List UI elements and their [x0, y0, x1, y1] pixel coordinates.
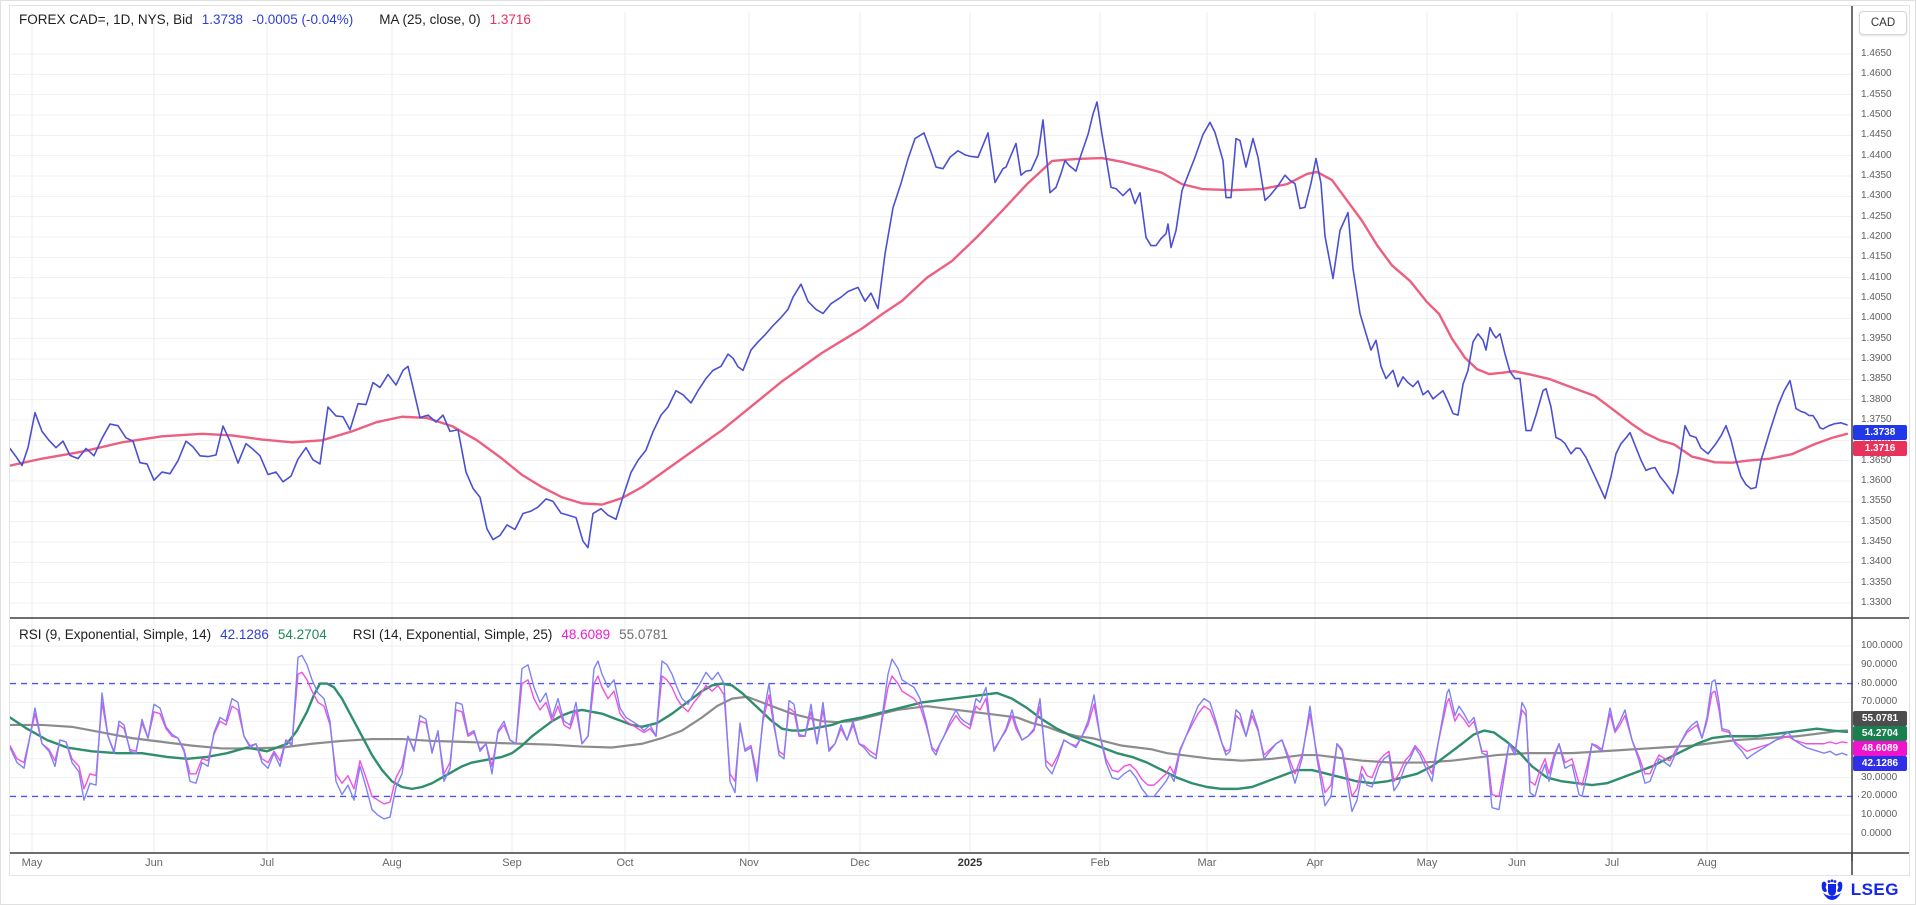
time-tick-label: Aug — [382, 857, 402, 869]
ma-line — [10, 156, 1849, 506]
price-tick-label: 1.3600 — [1861, 475, 1892, 486]
price-tick-label: 1.4650 — [1861, 48, 1892, 59]
rsi14-ma-badge: 55.0781 — [1853, 711, 1907, 726]
rsi9-badge: 42.1286 — [1853, 756, 1907, 771]
rsi-tick-label: 10.0000 — [1861, 809, 1898, 821]
price-tick-label: 1.3750 — [1861, 414, 1892, 425]
price-tick-label: 1.3950 — [1861, 332, 1892, 344]
rsi9-line — [10, 654, 1848, 820]
price-tick-label: 1.3450 — [1861, 536, 1892, 547]
price-tick-label: 1.4100 — [1861, 271, 1892, 283]
rsi-legend[interactable]: RSI (9, Exponential, Simple, 14) 42.1286… — [19, 627, 668, 642]
time-tick-label: Jun — [145, 857, 163, 869]
price-tick-label: 1.4050 — [1861, 292, 1892, 303]
time-tick-label: May — [21, 857, 43, 869]
time-tick-label: May — [1416, 857, 1438, 869]
rsi-tick-label: 70.0000 — [1861, 696, 1898, 708]
time-tick-label: Nov — [739, 857, 759, 869]
time-tick-label: Dec — [850, 857, 870, 869]
price-tick-label: 1.3500 — [1861, 515, 1892, 527]
rsi14-ma-line — [10, 695, 1849, 764]
ma-value: 1.3716 — [489, 12, 531, 27]
price-tick-label: 1.4400 — [1861, 149, 1892, 161]
rsi9-indicator-label: RSI (9, Exponential, Simple, 14) — [19, 627, 212, 642]
rsi14-value: 48.6089 — [561, 627, 611, 642]
price-legend[interactable]: FOREX CAD=, 1D, NYS, Bid 1.3738 -0.0005 … — [19, 12, 531, 27]
price-tick-label: 1.4450 — [1861, 129, 1892, 141]
time-tick-label: Feb — [1090, 857, 1110, 869]
price-tick-label: 1.3650 — [1861, 454, 1892, 466]
price-tick-label: 1.3850 — [1861, 373, 1892, 385]
rsi14-ma-value: 55.0781 — [619, 627, 668, 642]
price-tick-label: 1.4500 — [1861, 109, 1892, 120]
price-tick-label: 1.4600 — [1861, 68, 1892, 80]
price-tick-label: 1.3350 — [1861, 576, 1892, 588]
instrument-label: FOREX CAD=, 1D, NYS, Bid — [19, 12, 193, 27]
ma-price-badge: 1.3716 — [1853, 441, 1907, 456]
price-tick-label: 1.4300 — [1861, 190, 1892, 202]
rsi-pane[interactable] — [10, 618, 1852, 853]
time-tick-label: Jun — [1508, 857, 1526, 869]
currency-axis-button[interactable]: CAD — [1859, 11, 1907, 35]
time-tick-label: Jul — [1604, 857, 1620, 869]
price-tick-label: 1.3300 — [1861, 597, 1892, 608]
lseg-logo: LSEG — [1819, 879, 1899, 901]
rsi9-ma-value: 54.2704 — [277, 627, 327, 642]
time-tick-label: Mar — [1197, 857, 1217, 869]
price-tick-label: 1.3550 — [1861, 495, 1892, 507]
lseg-crest-icon — [1821, 879, 1843, 900]
rsi-tick-label: 100.0000 — [1861, 640, 1903, 651]
time-axis[interactable] — [10, 853, 1852, 874]
price-tick-label: 1.4350 — [1861, 170, 1892, 181]
time-tick-label: Apr — [1306, 857, 1324, 869]
rsi14-badge: 48.6089 — [1853, 741, 1907, 756]
rsi9-value: 42.1286 — [220, 627, 269, 642]
time-tick-label: Oct — [616, 857, 634, 869]
chart-canvas-svg — [10, 6, 1909, 875]
price-pane[interactable] — [10, 6, 1852, 618]
rsi-tick-label: 80.0000 — [1861, 677, 1898, 689]
time-tick-label: 2025 — [957, 857, 983, 869]
time-tick-label: Jul — [259, 857, 275, 869]
rsi-tick-label: 30.0000 — [1861, 771, 1898, 783]
price-tick-label: 1.4200 — [1861, 231, 1892, 242]
rsi-tick-label: 90.0000 — [1861, 658, 1898, 670]
price-tick-label: 1.3400 — [1861, 556, 1892, 568]
time-tick-label: Aug — [1697, 857, 1717, 869]
time-tick-label: Sep — [502, 857, 522, 869]
chart-frame: FOREX CAD=, 1D, NYS, Bid 1.3738 -0.0005 … — [9, 5, 1910, 876]
price-tick-label: 1.3800 — [1861, 393, 1892, 405]
bid-price-badge: 1.3738 — [1853, 425, 1907, 440]
rsi-tick-label: 0.0000 — [1861, 828, 1892, 839]
price-tick-label: 1.4550 — [1861, 88, 1892, 100]
rsi-tick-label: 20.0000 — [1861, 790, 1898, 802]
price-tick-label: 1.4250 — [1861, 210, 1892, 222]
price-change-value: -0.0005 (-0.04%) — [251, 12, 354, 27]
rsi9-ma-badge: 54.2704 — [1853, 726, 1907, 741]
ma-indicator-label: MA (25, close, 0) — [379, 12, 481, 27]
rsi14-indicator-label: RSI (14, Exponential, Simple, 25) — [352, 627, 553, 642]
price-tick-label: 1.4000 — [1861, 312, 1892, 324]
price-tick-label: 1.4150 — [1861, 251, 1892, 263]
price-tick-label: 1.3900 — [1861, 353, 1892, 364]
last-price-value: 1.3738 — [201, 12, 243, 27]
bid-line — [10, 101, 1848, 549]
lseg-logo-text: LSEG — [1850, 880, 1899, 899]
